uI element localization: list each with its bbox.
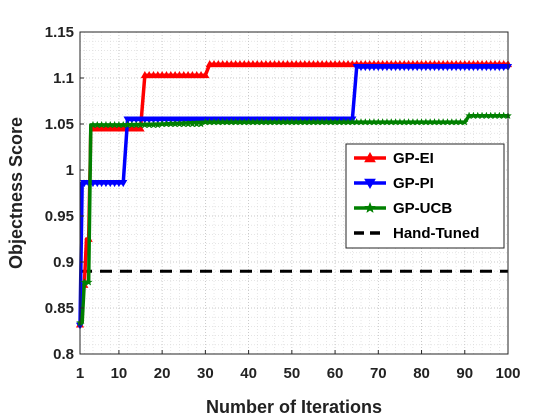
legend-entry-gp-ucb: GP-UCB [354, 200, 452, 217]
x-tick-label: 40 [240, 365, 257, 382]
legend-entry-gp-ei: GP-EI [354, 150, 434, 167]
legend-label-hand-tuned: Hand-Tuned [393, 225, 479, 242]
data-point-gp-ei [201, 71, 210, 79]
x-tick-label: 80 [413, 365, 430, 382]
x-tick-label: 1 [76, 365, 84, 382]
y-tick-label: 1.15 [45, 24, 74, 41]
legend-entry-gp-pi: GP-PI [354, 175, 434, 192]
x-tick-label: 30 [197, 365, 214, 382]
legend-marker-gp-ei [364, 151, 376, 163]
y-tick-label: 0.95 [45, 208, 74, 225]
data-point-gp-pi [119, 179, 128, 188]
y-tick-label: 1 [66, 162, 74, 179]
legend: GP-EI GP-PI GP-UCB Hand-Tuned [345, 143, 505, 249]
y-tick-label: 1.05 [45, 116, 74, 133]
y-tick-label: 0.8 [53, 346, 74, 363]
y-tick-label: 1.1 [53, 70, 74, 87]
grid [79, 31, 509, 355]
legend-label-gp-ucb: GP-UCB [393, 200, 452, 217]
x-axis-label: Number of Iterations [206, 397, 382, 417]
series-gp-ucb [75, 111, 513, 327]
legend-entry-hand-tuned: Hand-Tuned [354, 225, 479, 242]
legend-marker-gp-ucb [364, 201, 376, 214]
series-layer [75, 59, 513, 330]
data-point-gp-ucb [460, 117, 469, 126]
legend-marker-gp-pi [364, 178, 376, 190]
plot-frame [79, 31, 509, 355]
x-tick-label: 10 [111, 365, 128, 382]
ticks: 1 10 20 30 40 50 60 70 80 90 100 0.8 0.85 0.9 0.95 1 1.0… [45, 24, 521, 382]
x-tick-label: 90 [456, 365, 473, 382]
legend-label-gp-ei: GP-EI [393, 150, 434, 167]
x-tick-label: 70 [370, 365, 387, 382]
data-point-gp-ucb [84, 277, 93, 286]
y-axis-label: Objectness Score [6, 117, 26, 269]
y-tick-label: 0.9 [53, 254, 74, 271]
legend-label-gp-pi: GP-PI [393, 175, 434, 192]
x-tick-label: 100 [495, 365, 520, 382]
data-point-gp-ucb [196, 119, 206, 128]
y-tick-label: 0.85 [45, 300, 74, 317]
data-point-gp-ei [136, 124, 145, 132]
x-tick-label: 60 [327, 365, 344, 382]
x-tick-label: 20 [154, 365, 171, 382]
x-tick-label: 50 [283, 365, 300, 382]
